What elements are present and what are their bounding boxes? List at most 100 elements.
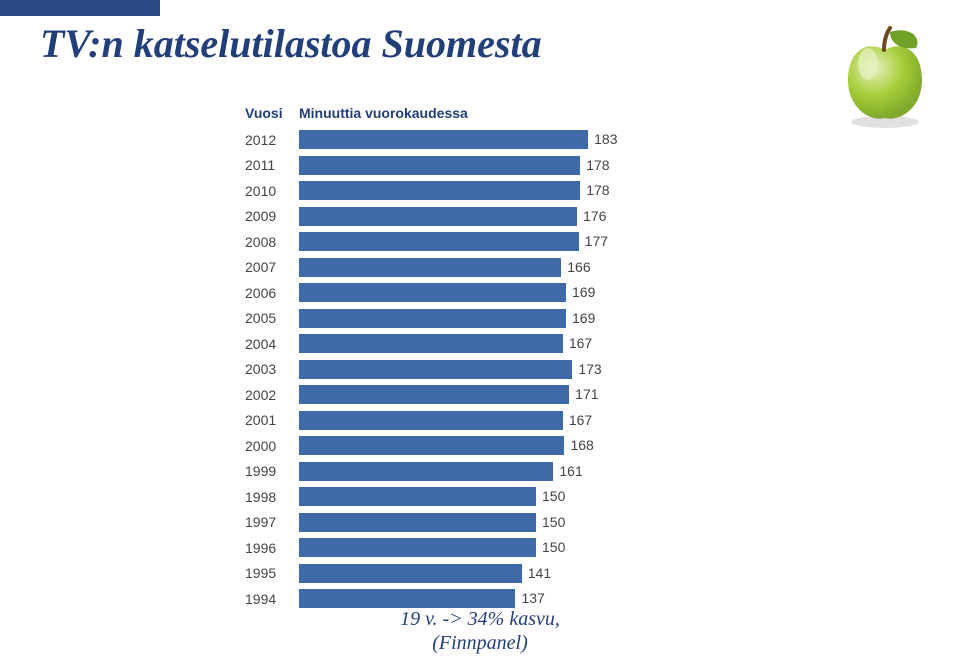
chart-row: 2010 178 <box>245 178 715 204</box>
row-year: 2011 <box>245 157 299 173</box>
bar-wrap: 150 <box>299 538 715 557</box>
chart-row: 2011 178 <box>245 153 715 179</box>
row-year: 2001 <box>245 412 299 428</box>
bar-value: 167 <box>563 411 592 430</box>
bar <box>299 462 553 481</box>
row-year: 2009 <box>245 208 299 224</box>
footer-line-1: 19 v. -> 34% kasvu, <box>0 608 960 631</box>
row-year: 2010 <box>245 183 299 199</box>
chart-row: 2007 166 <box>245 255 715 281</box>
bar-wrap: 161 <box>299 462 715 481</box>
bar <box>299 130 588 149</box>
row-year: 2012 <box>245 132 299 148</box>
bar <box>299 181 580 200</box>
bar-value: 161 <box>553 462 582 481</box>
row-year: 2000 <box>245 438 299 454</box>
bar-wrap: 173 <box>299 360 715 379</box>
chart-row: 2008 177 <box>245 229 715 255</box>
bar-value: 150 <box>536 538 565 557</box>
bar-value: 137 <box>515 589 544 608</box>
bar <box>299 411 563 430</box>
bar-wrap: 178 <box>299 156 715 175</box>
bar-wrap: 178 <box>299 181 715 200</box>
chart-row: 2009 176 <box>245 204 715 230</box>
bar-value: 173 <box>572 360 601 379</box>
row-year: 2003 <box>245 361 299 377</box>
chart: Vuosi Minuuttia vuorokaudessa 2012183201… <box>245 105 715 612</box>
bar-value: 183 <box>588 130 617 149</box>
chart-row: 1999 161 <box>245 459 715 485</box>
header-year: Vuosi <box>245 105 299 121</box>
chart-row: 2012 183 <box>245 127 715 153</box>
footer-line-2: (Finnpanel) <box>0 632 960 655</box>
bar-wrap: 141 <box>299 564 715 583</box>
bar-value: 169 <box>566 309 595 328</box>
bar-wrap: 137 <box>299 589 715 608</box>
bar <box>299 564 522 583</box>
row-year: 1995 <box>245 565 299 581</box>
chart-row: 2006169 <box>245 280 715 306</box>
bar-value: 150 <box>536 487 565 506</box>
header-value: Minuuttia vuorokaudessa <box>299 105 715 121</box>
bar <box>299 436 564 455</box>
chart-row: 1996 150 <box>245 535 715 561</box>
bar-value: 166 <box>561 258 590 277</box>
chart-row: 1997 150 <box>245 510 715 536</box>
chart-row: 1998 150 <box>245 484 715 510</box>
page-title: TV:n katselutilastoa Suomesta <box>40 20 542 67</box>
row-year: 1998 <box>245 489 299 505</box>
bar-value: 176 <box>577 207 606 226</box>
bar-wrap: 167 <box>299 334 715 353</box>
bar-value: 178 <box>580 181 609 200</box>
row-year: 2008 <box>245 234 299 250</box>
row-year: 1999 <box>245 463 299 479</box>
bar-value: 150 <box>536 513 565 532</box>
chart-row: 1995 141 <box>245 561 715 587</box>
row-year: 2005 <box>245 310 299 326</box>
bar <box>299 207 577 226</box>
bar <box>299 538 536 557</box>
bar-wrap: 166 <box>299 258 715 277</box>
chart-row: 2003 173 <box>245 357 715 383</box>
bar-wrap: 169 <box>299 283 715 302</box>
bar <box>299 309 566 328</box>
chart-row: 2002 171 <box>245 382 715 408</box>
bar <box>299 258 561 277</box>
bar-wrap: 168 <box>299 436 715 455</box>
bar-wrap: 171 <box>299 385 715 404</box>
bar <box>299 232 579 251</box>
bar <box>299 334 563 353</box>
bar-value: 168 <box>564 436 593 455</box>
row-year: 1997 <box>245 514 299 530</box>
accent-bar <box>0 0 160 16</box>
bar-wrap: 150 <box>299 487 715 506</box>
bar-wrap: 150 <box>299 513 715 532</box>
row-year: 1996 <box>245 540 299 556</box>
bar <box>299 513 536 532</box>
bar <box>299 283 566 302</box>
bar-value: 171 <box>569 385 598 404</box>
row-year: 1994 <box>245 591 299 607</box>
chart-headers: Vuosi Minuuttia vuorokaudessa <box>245 105 715 121</box>
bar <box>299 487 536 506</box>
row-year: 2004 <box>245 336 299 352</box>
bar-value: 141 <box>522 564 551 583</box>
chart-row: 2005 169 <box>245 306 715 332</box>
bar-wrap: 169 <box>299 309 715 328</box>
apple-image <box>830 20 940 130</box>
row-year: 2002 <box>245 387 299 403</box>
bar <box>299 360 572 379</box>
bar <box>299 156 580 175</box>
bar <box>299 589 515 608</box>
chart-rows: 2012183201117820101782009176200817720071… <box>245 127 715 612</box>
bar-value: 178 <box>580 156 609 175</box>
row-year: 2007 <box>245 259 299 275</box>
bar-value: 177 <box>579 232 608 251</box>
bar-wrap: 177 <box>299 232 715 251</box>
chart-row: 2001 167 <box>245 408 715 434</box>
bar-wrap: 176 <box>299 207 715 226</box>
chart-row: 2004 167 <box>245 331 715 357</box>
row-year: 2006 <box>245 285 299 301</box>
bar-value: 167 <box>563 334 592 353</box>
bar <box>299 385 569 404</box>
